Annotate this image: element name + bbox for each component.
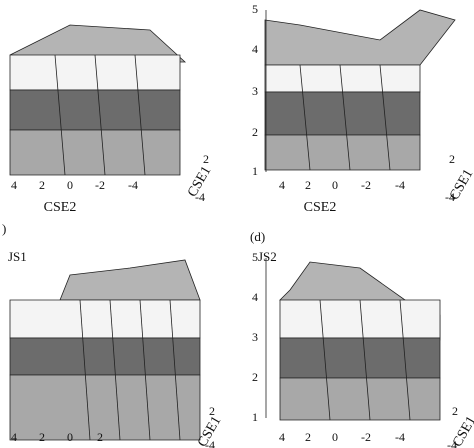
- mesh-line: [109, 299, 121, 441]
- mesh-line: [139, 299, 151, 441]
- y-tick-label: -4: [195, 190, 205, 204]
- y-tick-label: -4: [445, 190, 455, 204]
- panel-label: (d): [250, 229, 265, 244]
- panel-label: ): [2, 221, 6, 236]
- z-tick-label: 4: [252, 290, 258, 304]
- mesh-line: [79, 299, 91, 441]
- surface-band: [279, 337, 441, 379]
- z-tick-label: 3: [252, 330, 258, 344]
- x-tick-label: 2: [39, 430, 45, 444]
- surface-band: [9, 89, 181, 131]
- mesh-line: [169, 299, 181, 441]
- surface-band: [9, 337, 201, 376]
- y-tick-label: -4: [205, 438, 215, 448]
- x-tick-label: 0: [332, 178, 338, 192]
- y-tick-label: 2: [209, 404, 215, 418]
- mesh-line: [134, 54, 146, 176]
- surface-band: [279, 299, 441, 339]
- z-tick-label: 2: [252, 370, 258, 384]
- x-tick-label: 2: [305, 178, 311, 192]
- x-tick-label: -2: [95, 178, 105, 192]
- mesh-line: [299, 64, 311, 171]
- z-tick-label: 1: [252, 410, 258, 424]
- z-axis-label: JS1: [8, 249, 27, 264]
- x-axis-label: CSE2: [44, 200, 77, 215]
- x-tick-label: 4: [11, 430, 17, 444]
- x-tick-label: -2: [361, 178, 371, 192]
- x-tick-label: 4: [279, 430, 285, 444]
- x-tick-label: 0: [67, 178, 73, 192]
- x-axis-label: CSE2: [304, 200, 337, 215]
- surface-band: [264, 134, 421, 171]
- y-tick-label: 2: [203, 152, 209, 166]
- x-tick-label: -4: [395, 178, 405, 192]
- z-tick-label: 4: [252, 42, 258, 56]
- z-tick-label: 1: [252, 164, 258, 178]
- mesh-line: [399, 299, 411, 421]
- y-tick-label: -4: [447, 438, 457, 448]
- z-axis-label: JS2: [258, 249, 277, 264]
- z-tick-label: 5: [252, 250, 258, 264]
- surface-band: [9, 374, 201, 441]
- x-tick-label: 0: [67, 430, 73, 444]
- surface-cap: [59, 259, 201, 301]
- surface-band: [9, 129, 181, 176]
- x-tick-label: -4: [395, 430, 405, 444]
- surface-band: [9, 54, 181, 91]
- surface-band: [279, 377, 441, 421]
- y-tick-label: 2: [452, 404, 458, 418]
- z-tick-label: 3: [252, 84, 258, 98]
- surface-cap: [264, 9, 456, 66]
- x-tick-label: 2: [97, 430, 103, 444]
- mesh-line: [379, 64, 391, 171]
- mesh-line: [359, 299, 371, 421]
- x-tick-label: 0: [332, 430, 338, 444]
- y-tick-label: 2: [449, 152, 455, 166]
- x-tick-label: 4: [279, 178, 285, 192]
- mesh-line: [319, 299, 331, 421]
- z-tick-label: 2: [252, 125, 258, 139]
- x-tick-label: -2: [361, 430, 371, 444]
- x-tick-label: 2: [305, 430, 311, 444]
- x-tick-label: 2: [39, 178, 45, 192]
- surface-band: [264, 91, 421, 136]
- z-tick-label: 5: [252, 2, 258, 16]
- mesh-line: [94, 54, 106, 176]
- mesh-line: [54, 54, 66, 176]
- x-tick-label: -4: [128, 178, 138, 192]
- x-tick-label: 4: [11, 178, 17, 192]
- mesh-line: [339, 64, 351, 171]
